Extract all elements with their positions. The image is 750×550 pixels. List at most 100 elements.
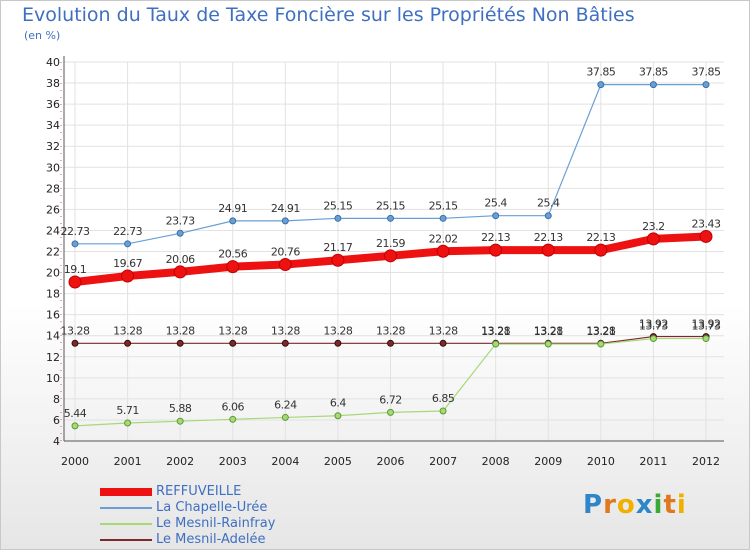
logo-letter: r (603, 490, 617, 520)
proxiti-logo: Proxiti (583, 490, 687, 520)
y-tick-label: 26 (46, 203, 60, 216)
y-tick-label: 6 (53, 414, 60, 427)
data-label: 13.28 (271, 324, 300, 337)
data-point (281, 339, 289, 347)
logo-letter: P (583, 490, 604, 520)
legend-label: Le Mesnil-Adelée (156, 532, 266, 547)
x-tick-label: 2002 (166, 455, 194, 468)
y-axis-unit-label: (en %) (24, 29, 61, 42)
data-label: 13.73 (692, 320, 721, 333)
x-tick-label: 2000 (61, 455, 89, 468)
data-point (226, 260, 240, 274)
data-label: 23.43 (692, 217, 721, 230)
data-point (649, 81, 657, 89)
data-point (124, 339, 132, 347)
x-tick-label: 2007 (429, 455, 457, 468)
data-label: 13.28 (218, 324, 247, 337)
data-label: 22.13 (534, 231, 563, 244)
y-tick-label: 24 (46, 224, 60, 237)
data-label: 25.15 (323, 199, 352, 212)
data-point (544, 212, 552, 220)
data-point (281, 217, 289, 225)
data-point (229, 217, 237, 225)
x-tick-label: 2011 (639, 455, 667, 468)
legend-label: La Chapelle-Urée (156, 500, 268, 515)
data-label: 13.21 (586, 325, 615, 338)
data-point (439, 214, 447, 222)
x-tick-label: 2004 (271, 455, 299, 468)
logo-letter: x (635, 490, 654, 520)
data-point (597, 340, 605, 348)
data-label: 20.56 (218, 248, 247, 261)
data-point (176, 417, 184, 425)
logo-letter: o (616, 490, 636, 520)
data-label: 20.76 (271, 246, 300, 259)
data-label: 25.4 (537, 197, 560, 210)
data-label: 37.85 (639, 66, 668, 79)
data-point (121, 269, 135, 283)
y-tick-label: 12 (46, 351, 60, 364)
logo-letter: i (676, 490, 687, 520)
data-label: 23.2 (642, 220, 665, 233)
y-tick-label: 38 (46, 77, 60, 90)
data-point (229, 415, 237, 423)
data-label: 13.28 (429, 324, 458, 337)
data-point (489, 243, 503, 257)
logo-letter: t (663, 490, 677, 520)
data-point (646, 232, 660, 246)
data-label: 21.17 (323, 241, 352, 254)
data-label: 22.73 (113, 225, 142, 238)
y-tick-label: 4 (53, 435, 60, 448)
y-tick-label: 8 (53, 393, 60, 406)
data-point (492, 212, 500, 220)
data-point (176, 229, 184, 237)
y-tick-label: 16 (46, 309, 60, 322)
data-label: 25.4 (484, 197, 507, 210)
data-label: 13.28 (113, 324, 142, 337)
data-point (387, 214, 394, 222)
legend-swatch (100, 539, 152, 541)
legend-label: Le Mesnil-Rainfray (156, 516, 276, 531)
x-tick-label: 2001 (114, 455, 142, 468)
data-label: 25.15 (429, 199, 458, 212)
data-point (334, 214, 342, 222)
legend-label: REFFUVEILLE (156, 484, 242, 499)
data-label: 13.21 (534, 325, 563, 338)
y-tick-label: 10 (46, 372, 60, 385)
x-tick-label: 2012 (692, 455, 720, 468)
data-point (334, 339, 342, 347)
data-point (387, 408, 394, 416)
legend-swatch (100, 488, 152, 496)
data-point (439, 407, 447, 415)
data-point (173, 265, 187, 279)
data-label: 6.72 (379, 393, 402, 406)
logo-letter: i (653, 490, 664, 520)
data-point (71, 240, 79, 248)
x-tick-label: 2009 (534, 455, 562, 468)
data-point (649, 335, 657, 343)
data-label: 22.73 (61, 225, 90, 238)
data-point (597, 81, 605, 89)
data-label: 13.28 (166, 324, 195, 337)
data-label: 13.92 (692, 318, 721, 331)
data-label: 5.44 (64, 407, 87, 420)
data-point (229, 339, 237, 347)
data-label: 13.28 (323, 324, 352, 337)
x-tick-label: 2008 (482, 455, 510, 468)
data-label: 13.28 (61, 324, 90, 337)
data-point (699, 229, 713, 243)
data-label: 5.88 (169, 402, 192, 415)
data-label: 6.85 (432, 392, 455, 405)
data-point (71, 422, 79, 430)
data-label: 22.13 (481, 231, 510, 244)
data-point (541, 243, 555, 257)
data-point (278, 258, 292, 272)
data-point (702, 335, 710, 343)
y-tick-label: 40 (46, 56, 60, 69)
data-point (71, 339, 79, 347)
data-label: 23.73 (166, 214, 195, 227)
data-label: 25.15 (376, 199, 405, 212)
data-label: 13.28 (586, 324, 615, 337)
data-point (594, 243, 608, 257)
